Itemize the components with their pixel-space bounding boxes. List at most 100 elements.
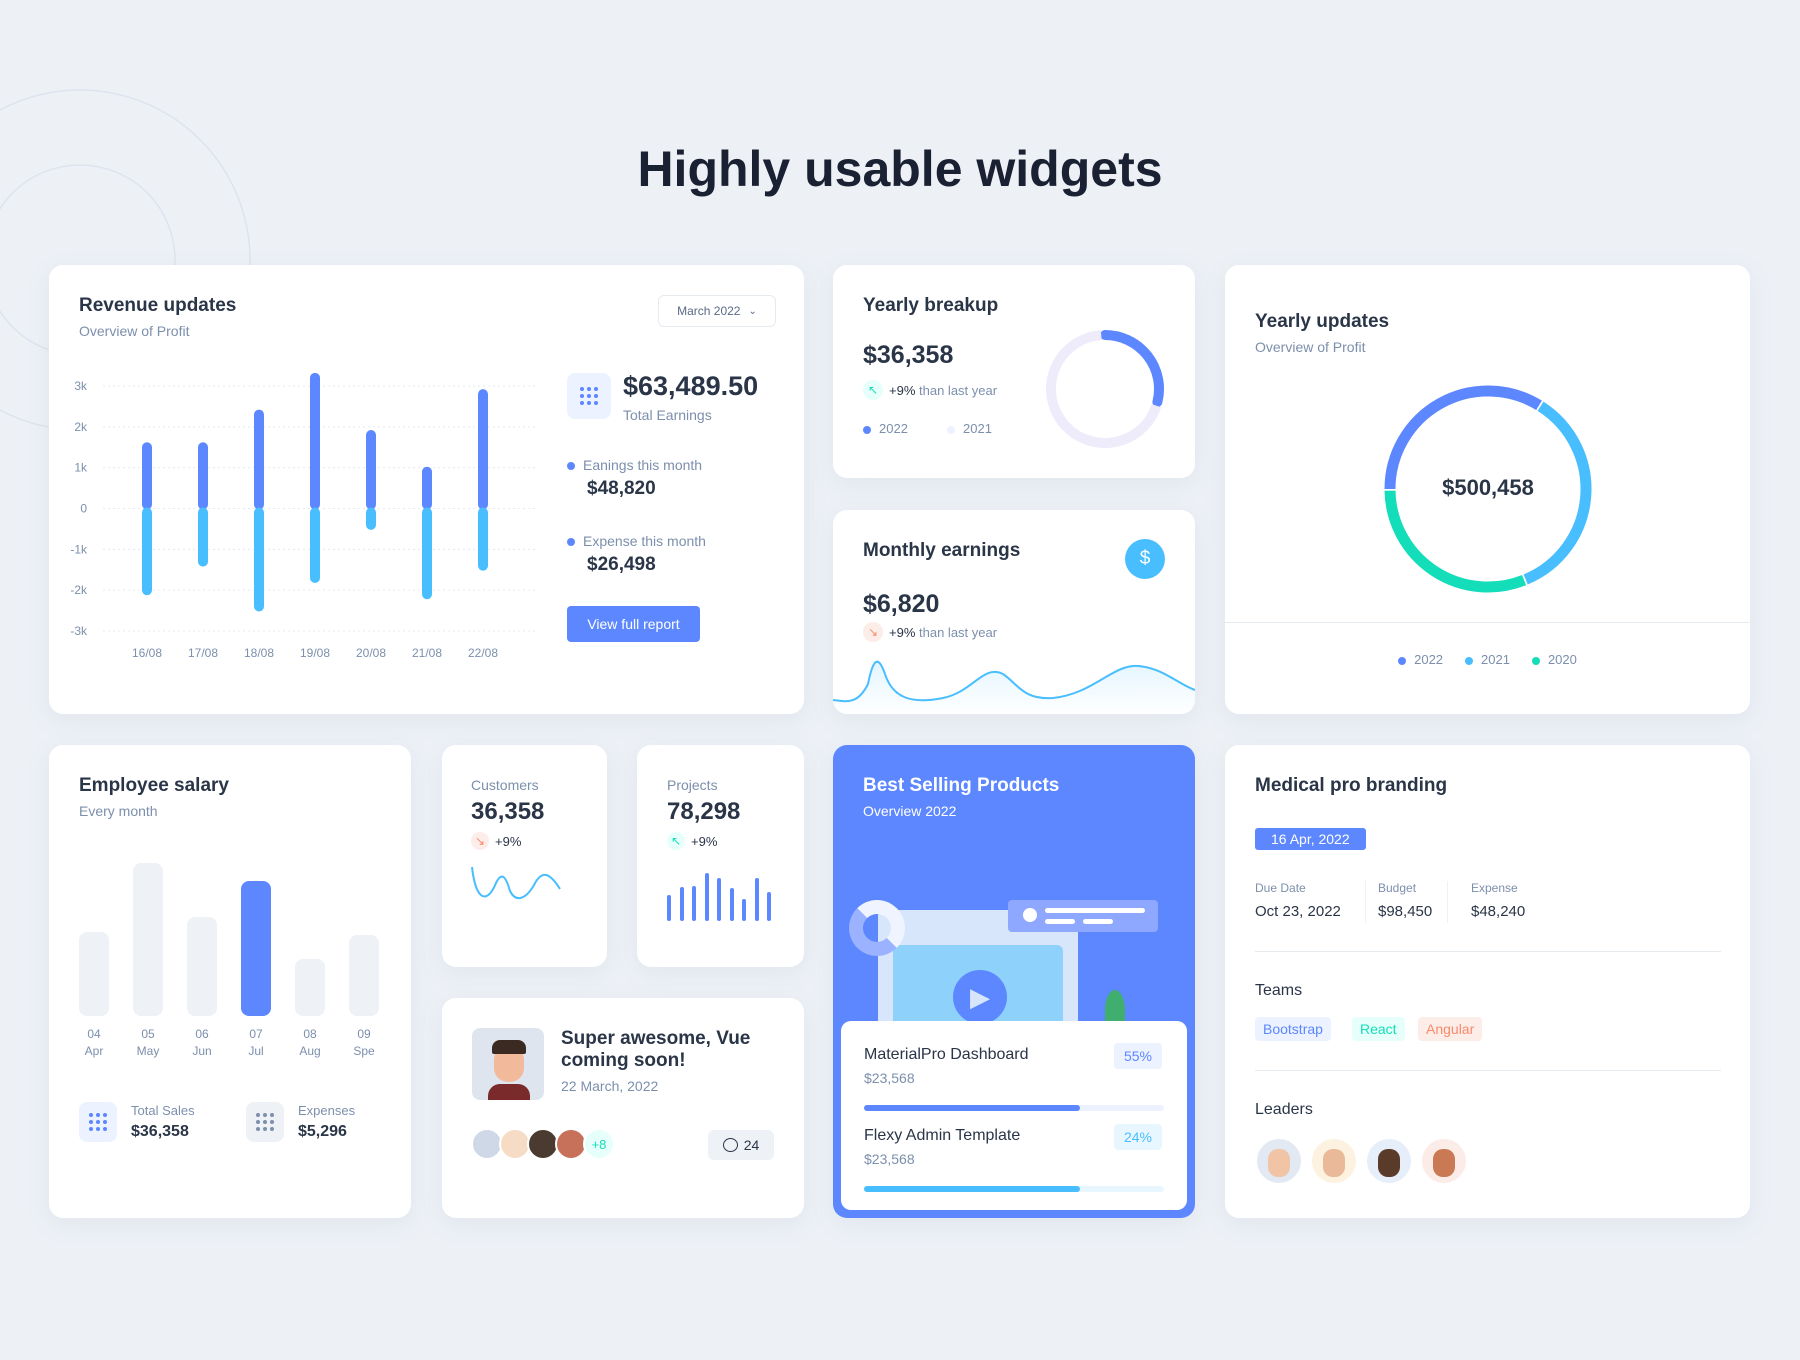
card-subtitle: Overview 2022	[863, 803, 957, 819]
comments-button[interactable]: 24	[708, 1130, 774, 1160]
project-bar	[692, 886, 696, 921]
team-tag-bootstrap[interactable]: Bootstrap	[1255, 1017, 1331, 1041]
donut-segment-2021[interactable]	[1046, 330, 1162, 448]
card-subtitle: Overview of Profit	[79, 323, 190, 339]
grid-icon	[246, 1102, 284, 1142]
product-percent-badge: 24%	[1114, 1124, 1162, 1150]
grid-icon	[567, 373, 611, 419]
page-title: Highly usable widgets	[637, 141, 1163, 197]
customers-sparkline	[471, 866, 561, 900]
medical-branding-card: Medical pro branding 16 Apr, 2022 Due Da…	[1225, 745, 1750, 1218]
divider	[1225, 622, 1750, 623]
project-bar	[667, 894, 671, 921]
card-subtitle: Every month	[79, 803, 158, 819]
progress-fill	[864, 1105, 1080, 1111]
leader-avatar[interactable]	[1420, 1137, 1468, 1185]
divider	[1365, 881, 1366, 923]
date-badge: 16 Apr, 2022	[1255, 828, 1366, 850]
earnings-month-value: $48,820	[587, 478, 656, 499]
progress-fill	[864, 1186, 1080, 1192]
y-tick-label: -2k	[70, 583, 88, 597]
expense-month-value: $26,498	[587, 554, 656, 575]
customers-value: 36,358	[471, 798, 545, 825]
y-tick-label: -1k	[70, 542, 88, 556]
donut-segment-2022[interactable]	[1100, 330, 1164, 408]
period-select[interactable]: March 2022 ⌄	[658, 295, 776, 327]
post-date: 22 March, 2022	[561, 1078, 659, 1094]
arrow-down-right-icon: ↘	[471, 832, 489, 850]
salary-bar-apr[interactable]	[79, 931, 109, 1016]
change-indicator: ↖ +9%	[667, 832, 717, 850]
expenses-value: $5,296	[298, 1123, 347, 1140]
donut-segment-2022[interactable]	[1384, 385, 1542, 490]
monthly-earnings-card: Monthly earnings $ $6,820 ↘ +9% than las…	[833, 510, 1195, 714]
team-tag-angular[interactable]: Angular	[1418, 1017, 1483, 1041]
more-avatars-count[interactable]: +8	[583, 1128, 615, 1160]
salary-bar-jul[interactable]	[241, 881, 271, 1016]
salary-bar-label: 05 May	[136, 1027, 160, 1058]
comment-icon	[722, 1138, 738, 1152]
view-full-report-button[interactable]: View full report	[567, 606, 700, 642]
monthly-earnings-value: $6,820	[863, 590, 940, 618]
post-avatar	[472, 1028, 544, 1100]
project-bar	[754, 877, 759, 921]
products-list: MaterialPro Dashboard $23,568 55% Flexy …	[841, 1021, 1187, 1210]
arrow-down-right-icon: ↘	[863, 622, 883, 642]
legend-2021: 2021	[1465, 652, 1510, 667]
legend-dot	[567, 462, 575, 471]
divider	[1447, 881, 1448, 923]
salary-bar-aug[interactable]	[295, 959, 325, 1016]
card-title: Yearly updates	[1255, 311, 1390, 332]
project-bar	[767, 892, 771, 921]
product-illustration: ▶	[833, 745, 1195, 1030]
leader-avatar[interactable]	[1365, 1137, 1413, 1185]
chevron-down-icon: ⌄	[748, 305, 757, 317]
yearly-updates-donut	[1384, 385, 1592, 593]
card-title: Monthly earnings	[863, 540, 1021, 561]
legend-2021: 2021	[947, 421, 992, 436]
expense-value: $48,240	[1471, 903, 1526, 920]
due-date-label: Due Date	[1255, 881, 1306, 895]
leader-avatar[interactable]	[1255, 1137, 1303, 1185]
budget-value: $98,450	[1378, 903, 1433, 920]
period-select-value: March 2022	[677, 304, 741, 318]
x-tick-label: 21/08	[412, 646, 442, 660]
projects-bar-chart	[667, 873, 777, 921]
product-name: MaterialPro Dashboard	[864, 1046, 1029, 1063]
total-sales-label: Total Sales	[131, 1103, 195, 1118]
post-card: Super awesome, Vue coming soon! 22 March…	[442, 998, 804, 1218]
card-title: Best Selling Products	[863, 775, 1060, 796]
customers-card: Customers 36,358 ↘ +9%	[442, 745, 607, 967]
product-percent-badge: 55%	[1114, 1043, 1162, 1069]
card-title: Medical pro branding	[1255, 775, 1448, 796]
x-tick-label: 20/08	[356, 646, 386, 660]
revenue-updates-card: Revenue updates Overview of Profit March…	[49, 265, 804, 714]
divider	[1255, 951, 1721, 952]
card-title: Yearly breakup	[863, 295, 999, 316]
legend-2022: 2022	[1398, 652, 1443, 667]
change-indicator: ↘ +9%	[471, 832, 521, 850]
total-sales-value: $36,358	[131, 1123, 189, 1140]
due-date-value: Oct 23, 2022	[1255, 903, 1341, 920]
card-subtitle: Overview of Profit	[1255, 339, 1366, 355]
project-bar	[704, 873, 709, 921]
product-price: $23,568	[864, 1070, 915, 1086]
salary-bar-spe[interactable]	[349, 934, 379, 1016]
change-indicator: ↖ +9% than last year	[863, 380, 997, 400]
donut-segment-2020[interactable]	[1384, 490, 1527, 593]
leader-avatar[interactable]	[1310, 1137, 1358, 1185]
y-tick-label: 0	[80, 502, 87, 516]
donut-segment-2021[interactable]	[1523, 401, 1592, 585]
salary-bar-may[interactable]	[133, 863, 163, 1016]
x-tick-label: 18/08	[244, 646, 274, 660]
salary-bar-label: 08 Aug	[299, 1027, 321, 1058]
yearly-updates-card: Yearly updates Overview of Profit $500,4…	[1225, 265, 1750, 714]
change-indicator: ↘ +9% than last year	[863, 622, 997, 642]
play-icon: ▶	[953, 970, 1007, 1024]
donut-center-value: $500,458	[1442, 475, 1534, 500]
team-tag-react[interactable]: React	[1352, 1017, 1405, 1041]
product-progress	[864, 1186, 1164, 1192]
expenses-label: Expenses	[298, 1103, 356, 1118]
projects-value: 78,298	[667, 798, 741, 825]
salary-bar-jun[interactable]	[187, 916, 217, 1016]
